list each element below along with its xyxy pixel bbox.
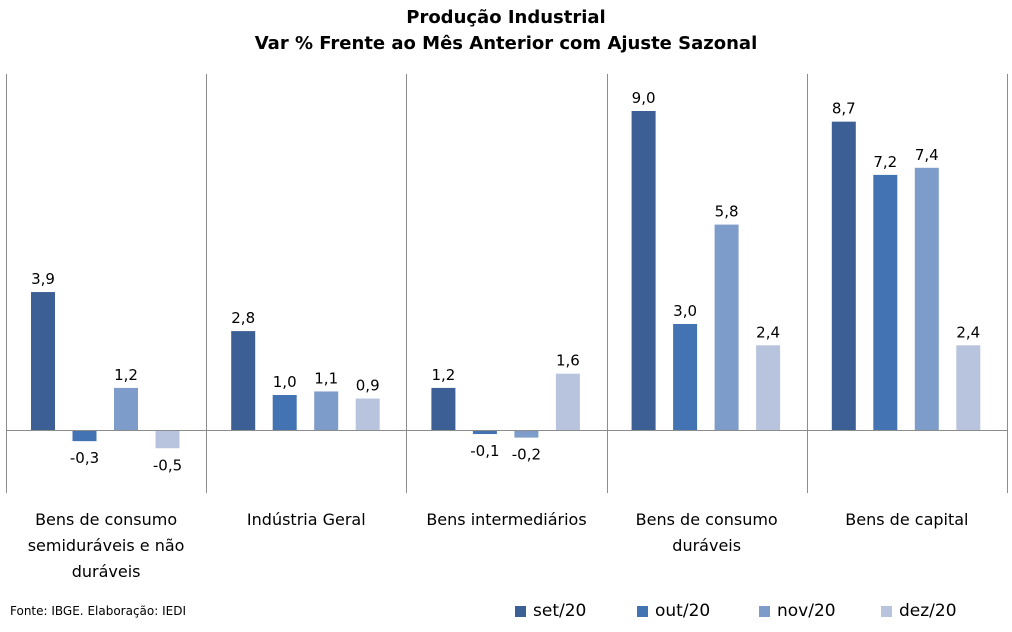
- bar: [431, 387, 456, 431]
- data-label: 2,4: [756, 323, 780, 341]
- legend-label: nov/20: [777, 601, 836, 621]
- data-label: 9,0: [632, 89, 656, 107]
- bar: [756, 345, 781, 431]
- legend: set/20 out/20 nov/20 dez/20: [515, 601, 1003, 621]
- bar-chart: 3,9 2,8 1,2 9,0 8,7 -0,3 1,0 -0,1 3,0 7,2 1,2 1,1 -0…: [6, 74, 1008, 581]
- bar: [555, 373, 580, 431]
- chart-subtitle: Var % Frente ao Mês Anterior com Ajuste …: [254, 33, 758, 54]
- category-label: Indústria Geral: [247, 510, 366, 529]
- bar: [114, 387, 138, 431]
- legend-item-out20: out/20: [637, 601, 759, 621]
- data-label: 7,4: [915, 146, 939, 164]
- bar: [155, 430, 180, 449]
- legend-item-nov20: nov/20: [759, 601, 881, 621]
- bar: [873, 174, 898, 431]
- bar: [31, 292, 55, 431]
- data-label: 1,6: [556, 352, 580, 370]
- data-label: 2,4: [956, 323, 980, 341]
- data-label: 1,1: [314, 369, 338, 387]
- data-label: 1,0: [273, 373, 297, 391]
- legend-swatch: [759, 605, 770, 617]
- data-label: 3,0: [673, 302, 697, 320]
- data-label: 3,9: [31, 270, 55, 288]
- data-label: -0,2: [512, 446, 541, 464]
- category-label: Bens de consumo: [636, 510, 778, 529]
- legend-swatch: [637, 605, 648, 617]
- legend-label: out/20: [655, 601, 711, 621]
- data-label: 5,8: [715, 203, 739, 221]
- data-label: -0,1: [470, 442, 499, 460]
- data-label: 0,9: [356, 377, 380, 395]
- bar: [272, 395, 297, 431]
- data-label: 1,2: [114, 366, 138, 384]
- legend-swatch: [515, 605, 526, 617]
- data-label: 7,2: [873, 153, 897, 171]
- bar: [314, 391, 339, 431]
- data-label: -0,5: [153, 456, 182, 474]
- bar: [355, 398, 380, 431]
- bar: [673, 324, 698, 431]
- bar: [514, 430, 539, 438]
- legend-item-set20: set/20: [515, 601, 637, 621]
- bar: [714, 224, 739, 431]
- category-label: duráveis: [672, 536, 741, 555]
- category-label: duráveis: [72, 562, 141, 581]
- legend-swatch: [881, 605, 892, 617]
- data-label: 8,7: [832, 100, 856, 118]
- category-label: Bens intermediários: [426, 510, 586, 529]
- data-label: -0,3: [70, 449, 99, 467]
- bar: [472, 430, 497, 435]
- chart-title: Produção Industrial: [406, 7, 606, 28]
- data-label: 1,2: [431, 366, 455, 384]
- category-label: Bens de capital: [845, 510, 968, 529]
- bar: [914, 167, 939, 431]
- category-label: Bens de consumo: [35, 510, 177, 529]
- bar: [72, 430, 97, 442]
- legend-label: dez/20: [899, 601, 957, 621]
- bar: [956, 345, 981, 431]
- category-label: semiduráveis e não: [28, 536, 185, 555]
- bar: [631, 111, 656, 431]
- legend-label: set/20: [533, 601, 587, 621]
- legend-item-dez20: dez/20: [881, 601, 1003, 621]
- source-note: Fonte: IBGE. Elaboração: IEDI: [10, 604, 187, 618]
- bar: [831, 121, 856, 431]
- bar: [231, 331, 256, 431]
- data-label: 2,8: [231, 309, 255, 327]
